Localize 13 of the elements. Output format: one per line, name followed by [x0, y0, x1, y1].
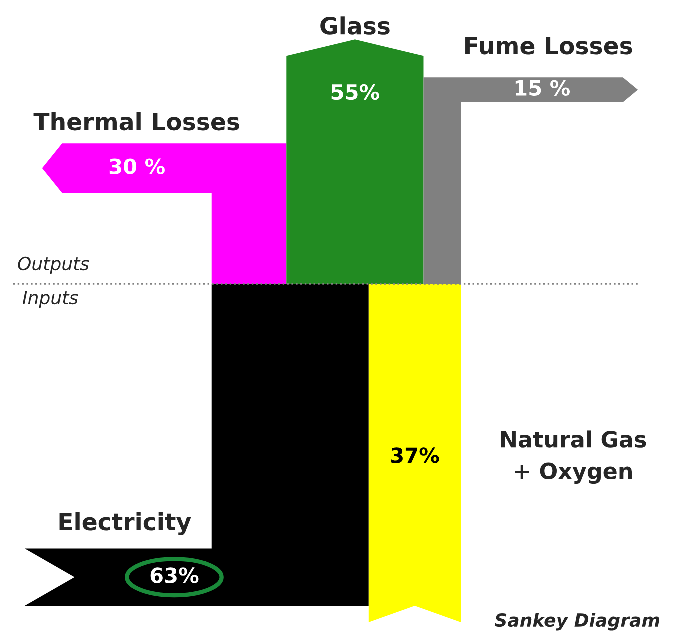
text: Inputs	[22, 291, 78, 308]
category-label: Electricity	[60, 512, 192, 536]
data-label: 63%	[150, 568, 199, 584]
data-label: 55%	[332, 84, 380, 100]
category-label: Glass	[320, 16, 390, 35]
category-label: Thermal Losses	[34, 112, 240, 131]
category-label: Fume Losses	[466, 37, 632, 55]
data-label: 37%	[391, 448, 440, 464]
text: Sankey Diagram	[494, 613, 660, 631]
data-label: 15 %	[516, 80, 570, 96]
data-label: 30 %	[110, 158, 165, 174]
category-label: Natural Gas + Oxygen	[501, 430, 646, 484]
text: Outputs	[18, 256, 90, 274]
